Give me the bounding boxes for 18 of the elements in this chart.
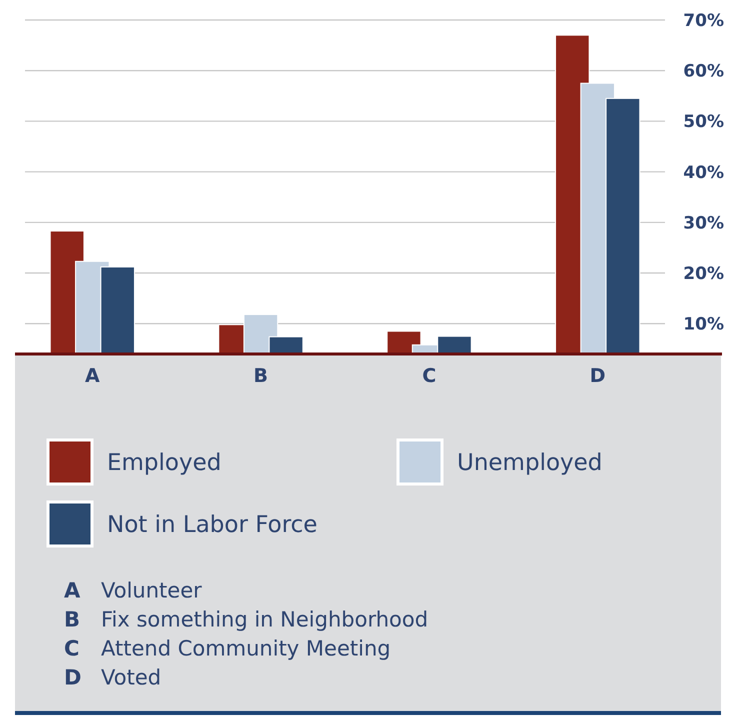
y-tick-label: 70% [683, 10, 724, 31]
legend-label: Not in Labor Force [107, 512, 318, 538]
y-tick-label: 10% [683, 314, 724, 335]
y-tick-label: 40% [683, 162, 724, 183]
y-tick-label: 20% [683, 264, 724, 284]
y-tick-label: 50% [683, 112, 724, 132]
legend-label: Employed [107, 450, 222, 476]
x-tick-label: B [254, 365, 268, 387]
x-tick-label: C [422, 365, 436, 387]
legend-label: Unemployed [457, 450, 602, 476]
text: A Volunteer [64, 578, 202, 602]
text: B Fix something in Neighborhood [64, 607, 428, 632]
text: D Voted [64, 665, 162, 690]
y-tick-label: 60% [683, 62, 724, 82]
x-tick-label: D [590, 365, 606, 387]
y-tick-label: 30% [683, 213, 724, 234]
text: C Attend Community Meeting [64, 636, 391, 660]
x-tick-label: A [85, 365, 100, 387]
